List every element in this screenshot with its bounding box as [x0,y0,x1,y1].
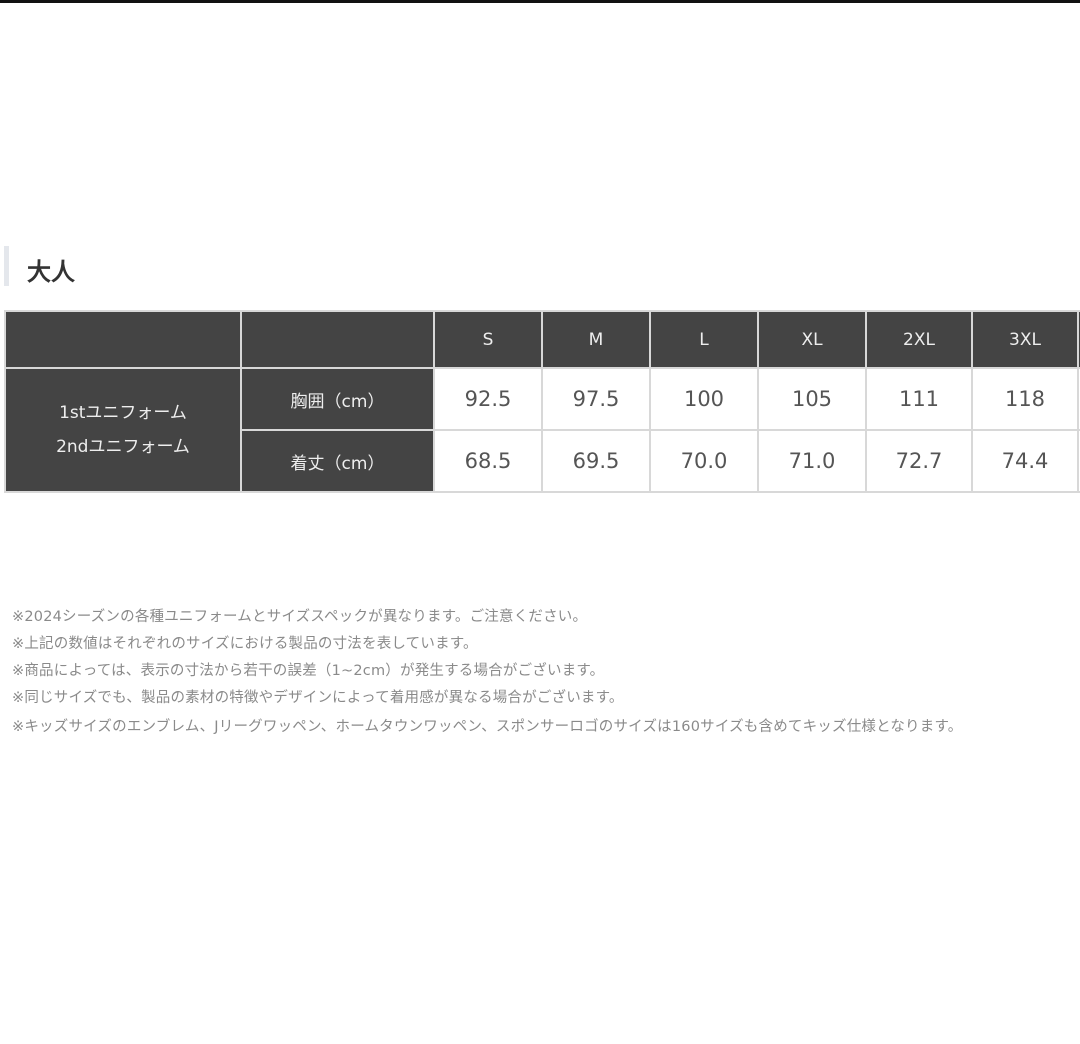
group-label: 1stユニフォーム 2ndユニフォーム [4,367,242,493]
size-header: 2XL [865,310,973,369]
size-header: M [541,310,651,369]
value-cell: 105 [757,367,867,431]
header-empty-cell [4,310,242,369]
note: ※キッズサイズのエンブレム、Jリーグワッペン、ホームタウンワッペン、スポンサーロ… [12,719,963,735]
cut-cell [1077,367,1080,431]
note: ※2024シーズンの各種ユニフォームとサイズスペックが異なります。ご注意ください… [12,609,588,625]
table-row: 1stユニフォーム 2ndユニフォーム 胸囲（cm） 92.5 97.5 100… [4,367,1080,493]
header-row: S M L XL 2XL 3XL [4,310,1080,369]
value-cell: 68.5 [433,429,543,493]
value-cell: 118 [971,367,1079,431]
group-label-line: 1stユニフォーム [59,403,187,423]
header-cut-cell [1077,310,1080,369]
value-cell: 92.5 [433,367,543,431]
value-cell: 111 [865,367,973,431]
row-label: 胸囲（cm） [240,367,435,431]
size-header: L [649,310,759,369]
value-cell: 71.0 [757,429,867,493]
value-cell: 70.0 [649,429,759,493]
size-table: S M L XL 2XL 3XL 1stユニフォーム 2ndユニフォーム 胸囲（… [4,310,1080,493]
group-label-line: 2ndユニフォーム [56,437,190,457]
value-cell: 97.5 [541,367,651,431]
value-cell: 69.5 [541,429,651,493]
notes: ※2024シーズンの各種ユニフォームとサイズスペックが異なります。ご注意ください… [12,604,1076,742]
value-cell: 100 [649,367,759,431]
size-header: 3XL [971,310,1079,369]
header-empty-cell [240,310,435,369]
value-cell: 72.7 [865,429,973,493]
section-title: 大人 [27,258,75,286]
table-row: 着丈（cm） 68.5 69.5 70.0 71.0 72.7 74.4 [5,429,1080,493]
heading-accent-bar [4,246,9,286]
top-border [0,0,1080,3]
size-header: S [433,310,543,369]
note: ※上記の数値はそれぞれのサイズにおける製品の寸法を表しています。 [12,636,478,652]
note: ※商品によっては、表示の寸法から若干の誤差（1~2cm）が発生する場合がございま… [12,663,605,679]
note: ※同じサイズでも、製品の素材の特徴やデザインによって着用感が異なる場合がございま… [12,690,624,706]
value-cell: 74.4 [971,429,1079,493]
cut-cell [1077,429,1080,493]
size-header: XL [757,310,867,369]
row-label: 着丈（cm） [240,429,435,493]
